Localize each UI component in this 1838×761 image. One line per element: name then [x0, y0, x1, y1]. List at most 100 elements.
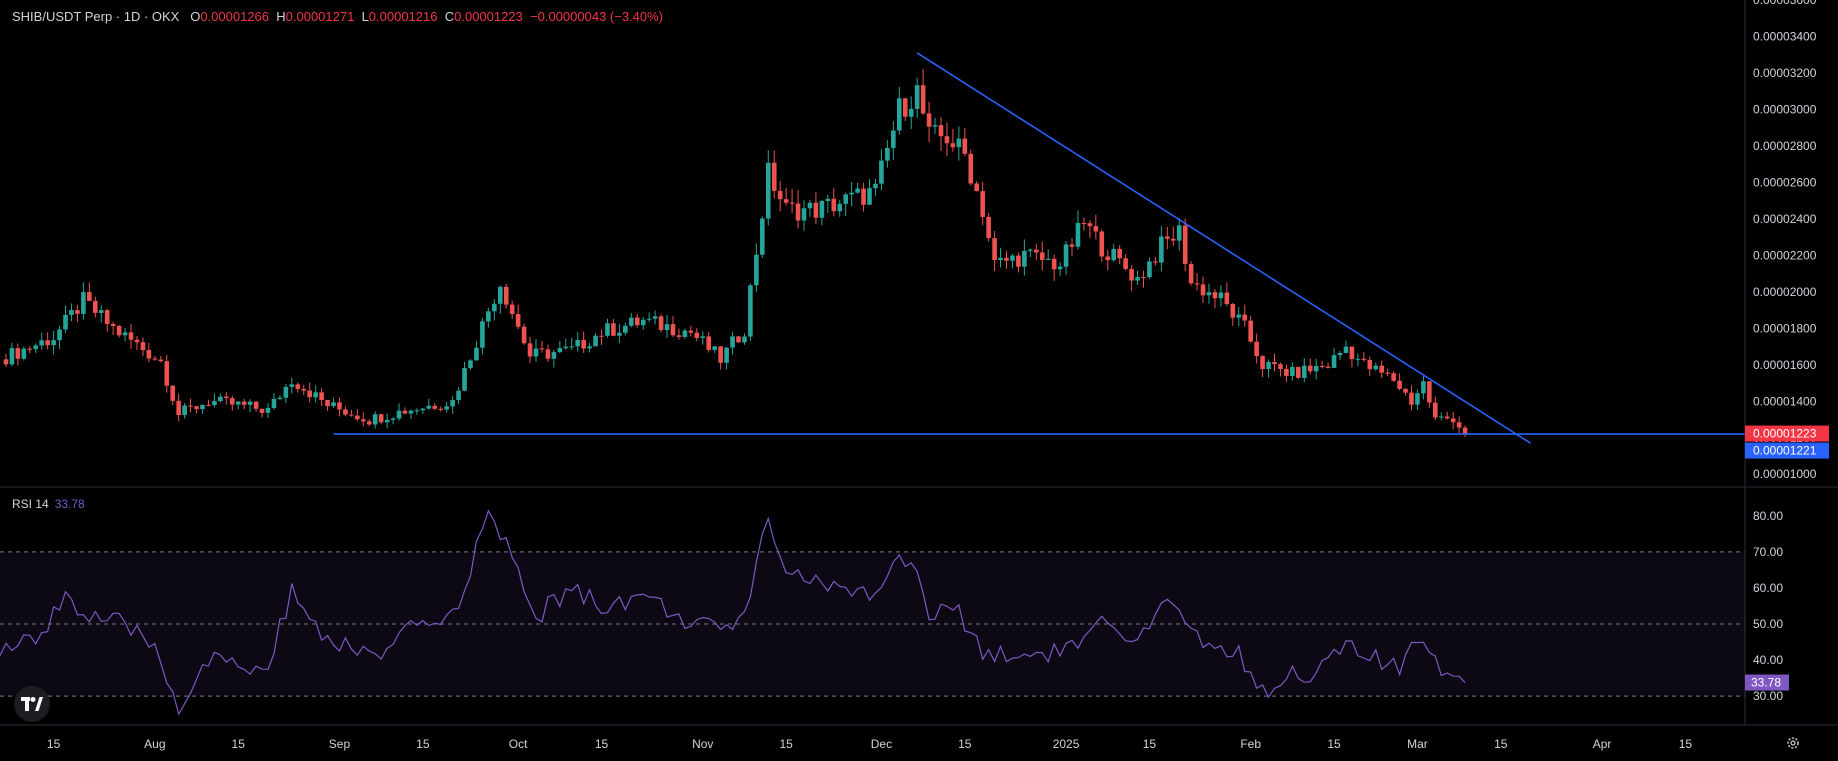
- candle-body: [1135, 276, 1140, 281]
- candle-body: [98, 310, 104, 313]
- candle-body: [569, 346, 575, 348]
- candle-body: [1170, 238, 1176, 241]
- time-tick-label: Sep: [329, 737, 351, 751]
- candle-body: [748, 285, 753, 337]
- time-tick-label: 15: [958, 737, 972, 751]
- time-tick-label: Oct: [509, 737, 528, 751]
- candle-body: [599, 335, 604, 337]
- candle-body: [1129, 268, 1134, 281]
- candle-body: [414, 410, 420, 412]
- candle-body: [1099, 231, 1105, 257]
- candle-body: [932, 125, 938, 127]
- candle-body: [1331, 355, 1337, 368]
- candle-body: [360, 419, 366, 422]
- candle-body: [1039, 252, 1045, 260]
- candle-body: [980, 191, 985, 217]
- candle-body: [1385, 372, 1390, 374]
- candle-body: [1361, 358, 1367, 360]
- candle-body: [956, 138, 962, 148]
- candle-body: [712, 346, 717, 350]
- candle-body: [628, 317, 634, 326]
- candle-body: [408, 410, 414, 414]
- candle-body: [450, 400, 455, 407]
- candle-body: [396, 410, 402, 419]
- rsi-line: [0, 509, 1466, 716]
- candle-body: [789, 202, 795, 204]
- tradingview-logo-icon[interactable]: [14, 686, 50, 722]
- candle-body: [224, 396, 229, 399]
- candle-body: [1033, 249, 1039, 253]
- time-tick-label: 15: [1494, 737, 1508, 751]
- candle-body: [27, 348, 33, 350]
- candle-body: [218, 396, 223, 402]
- candle-body: [563, 346, 569, 349]
- candle-body: [527, 343, 533, 357]
- candle-body: [1153, 261, 1158, 263]
- candle-body: [1159, 236, 1164, 263]
- candle-body: [480, 321, 485, 348]
- candle-body: [539, 348, 545, 350]
- candle-body: [1087, 223, 1093, 227]
- candle-body: [950, 143, 956, 148]
- candle-body: [1284, 368, 1289, 376]
- close-label: C: [444, 9, 455, 24]
- candle-body: [1206, 292, 1212, 296]
- time-tick-label: 15: [595, 737, 609, 751]
- price-tick-label: 0.00002600: [1753, 175, 1817, 189]
- price-labels: 0.00001223 0.00001221 33.78: [1745, 425, 1829, 691]
- candle-body: [617, 332, 622, 336]
- time-tick-label: 15: [779, 737, 793, 751]
- time-tick-label: 15: [47, 737, 61, 751]
- candle-body: [1415, 393, 1420, 405]
- candle-body: [307, 390, 312, 398]
- candle-body: [122, 332, 128, 336]
- candle-body: [75, 310, 80, 314]
- candle-body: [724, 347, 729, 363]
- candle-body: [1004, 257, 1009, 261]
- candle-body: [432, 405, 438, 409]
- symbol-title: SHIB/USDT Perp · 1D · OKX: [12, 9, 180, 24]
- candle-body: [754, 254, 759, 286]
- candle-body: [611, 323, 616, 336]
- time-tick-label: 15: [416, 737, 430, 751]
- candle-body: [682, 330, 688, 337]
- candle-body: [337, 402, 342, 410]
- candle-body: [1296, 366, 1301, 378]
- candle-body: [914, 85, 920, 109]
- candle-body: [670, 324, 676, 336]
- candle-body: [1141, 276, 1146, 278]
- candle-body: [152, 358, 158, 360]
- candle-body: [497, 286, 503, 304]
- candle-body: [891, 130, 896, 148]
- candle-body: [9, 348, 15, 365]
- candle-body: [200, 404, 205, 410]
- rsi-tick-label: 30.00: [1753, 689, 1783, 703]
- candle-body: [63, 314, 68, 330]
- candle-body: [241, 401, 247, 405]
- candle-body: [140, 342, 146, 351]
- rsi-tick-label: 60.00: [1753, 581, 1783, 595]
- candle-body: [355, 415, 360, 420]
- price-tick-label: 0.00002400: [1753, 212, 1817, 226]
- candle-body: [557, 348, 563, 353]
- change-value: −0.00000043 (−3.40%): [530, 9, 664, 24]
- candle-body: [1242, 314, 1248, 321]
- candle-body: [206, 404, 211, 406]
- candle-body: [456, 390, 461, 401]
- candle-body: [1212, 292, 1218, 299]
- candle-body: [158, 359, 164, 362]
- price-tick-label: 0.00003200: [1753, 66, 1817, 80]
- candle-body: [503, 286, 509, 305]
- candle-body: [1105, 256, 1111, 261]
- descending-trendline: [916, 52, 1532, 444]
- candle-body: [730, 336, 735, 348]
- candle-body: [605, 323, 610, 336]
- gear-icon[interactable]: [1786, 736, 1800, 750]
- candle-body: [1325, 366, 1331, 368]
- time-tick-label: Dec: [871, 737, 892, 751]
- candle-body: [658, 316, 664, 330]
- candle-body: [134, 339, 140, 343]
- candle-body: [426, 405, 432, 409]
- candle-body: [81, 292, 86, 314]
